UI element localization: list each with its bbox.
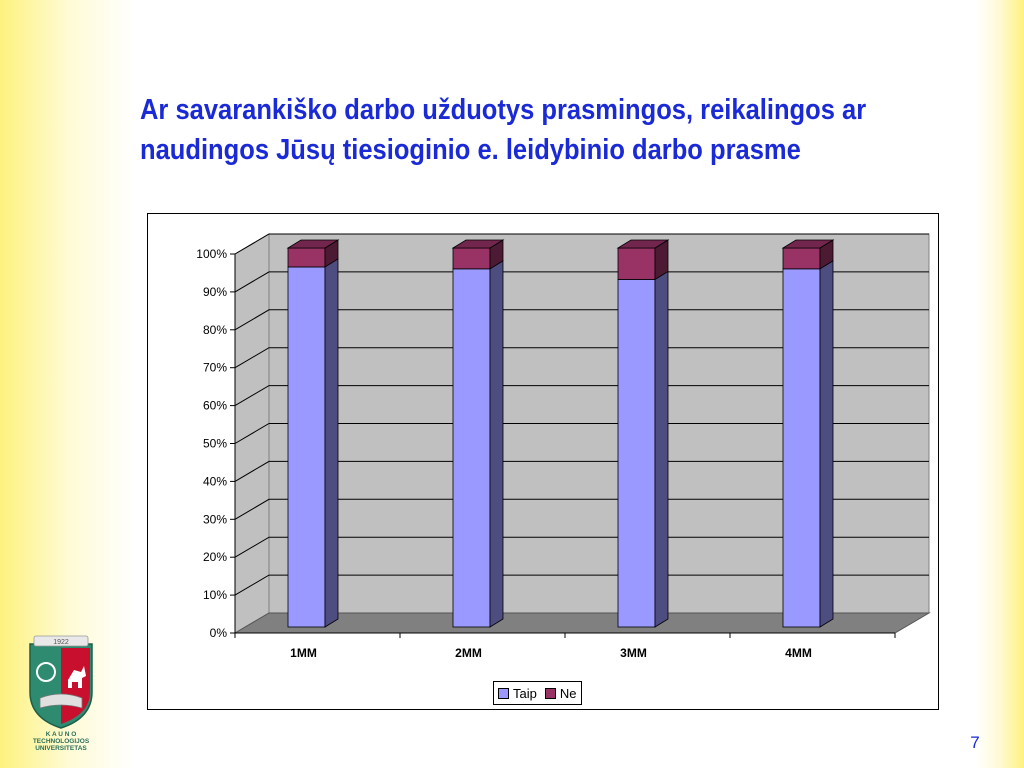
logo-text-kauno: K A U N O xyxy=(46,731,77,738)
legend-label-taip: Taip xyxy=(513,685,537,701)
y-tick-label: 60% xyxy=(203,399,227,413)
bar-taip-2mm xyxy=(452,268,491,628)
bar-side-taip-3mm xyxy=(654,270,669,628)
y-tick-label: 0% xyxy=(210,626,228,640)
x-tick-label: 4MM xyxy=(785,646,812,660)
gridline xyxy=(234,574,929,596)
logo-year: 1922 xyxy=(53,639,69,646)
logo-text-universitetas: UNIVERSITETAS xyxy=(35,745,87,752)
gridline xyxy=(234,498,929,520)
y-tick-label: 20% xyxy=(203,550,227,564)
page-number: 7 xyxy=(970,733,980,752)
bar-taip-4mm xyxy=(782,268,821,628)
legend-item-ne: Ne xyxy=(544,685,577,701)
bar-ne-2mm xyxy=(452,247,491,270)
x-tick-label: 2MM xyxy=(455,646,482,660)
y-tick-label: 90% xyxy=(203,285,227,299)
bar-top-3mm xyxy=(616,239,670,249)
y-tick-label: 10% xyxy=(203,588,227,602)
bar-ne-1mm xyxy=(287,247,326,268)
gridline xyxy=(234,460,929,482)
legend-label-ne: Ne xyxy=(559,685,577,701)
legend-item-taip: Taip xyxy=(498,686,537,701)
y-tick-label: 100% xyxy=(196,247,227,261)
bar-taip-3mm xyxy=(617,279,656,628)
bar-taip-1mm xyxy=(287,266,326,628)
bar-side-taip-1mm xyxy=(324,258,339,628)
gridline xyxy=(234,309,929,331)
slide-title-line-1: Ar savarankiško darbo užduotys prasmingo… xyxy=(140,94,867,126)
x-tick-label: 3MM xyxy=(620,646,647,660)
university-logo: 1922 K A U N O TECHNOLOGIJOS UNIVERSITET… xyxy=(29,635,93,752)
bar-side-taip-4mm xyxy=(819,260,834,628)
bar-top-2mm xyxy=(451,239,505,249)
bar-ne-4mm xyxy=(782,247,821,270)
y-tick-label: 80% xyxy=(203,323,227,337)
gridline xyxy=(234,347,929,369)
y-tick-label: 40% xyxy=(203,474,227,488)
y-tick-label: 30% xyxy=(203,512,227,526)
chart: 0% 10% 20% 30% 40% 50% 60% 70% 80% 90% 100% 1MM 2MM 3… xyxy=(196,233,931,660)
chart-frame: 0% 10% 20% 30% 40% 50% 60% 70% 80% 90% 100% 1MM 2MM 3… xyxy=(147,213,939,710)
bar-side-taip-2mm xyxy=(489,260,504,628)
legend-swatch-ne xyxy=(544,687,556,699)
legend: Taip Ne xyxy=(493,681,583,705)
legend-swatch-taip xyxy=(498,687,509,699)
bar-top-4mm xyxy=(781,239,835,249)
y-tick-label: 70% xyxy=(203,361,227,375)
logo-banner xyxy=(33,635,89,647)
logo-text-technologijos: TECHNOLOGIJOS xyxy=(33,738,90,745)
gridline xyxy=(234,423,929,444)
slide-title-line-2: naudingos Jūsų tiesioginio e. leidybinio… xyxy=(140,134,801,166)
y-tick-label: 50% xyxy=(203,437,227,451)
gridline xyxy=(234,271,929,293)
slide-title: Ar savarankiško darbo užduotys prasmingo… xyxy=(140,90,867,170)
gridline xyxy=(234,233,929,255)
gridline xyxy=(234,385,929,407)
logo-book-icon xyxy=(39,693,83,709)
logo-horse-icon xyxy=(68,666,86,688)
bar-ne-3mm xyxy=(617,247,656,280)
bar-top-1mm xyxy=(286,239,340,249)
x-tick-label: 1MM xyxy=(290,646,317,660)
gridline xyxy=(234,536,929,558)
logo-emblem xyxy=(36,662,56,682)
